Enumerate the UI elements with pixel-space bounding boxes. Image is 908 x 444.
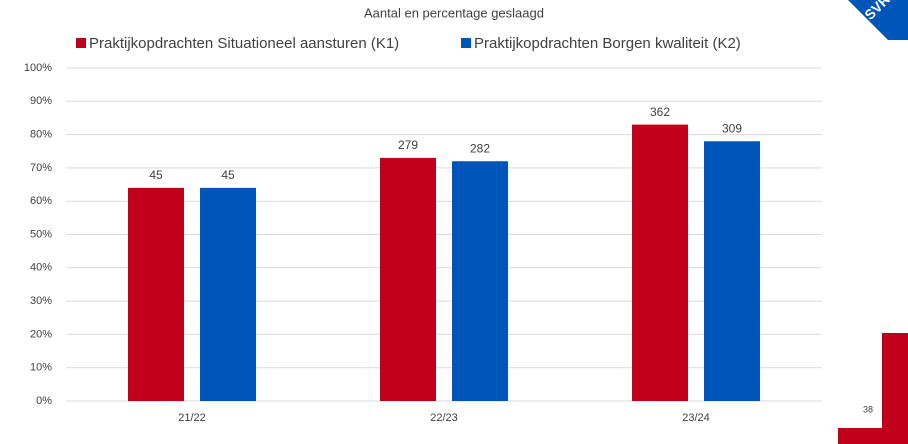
y-tick-label: 50% (30, 228, 52, 240)
bar (128, 187, 184, 401)
logo-shape (848, 0, 908, 40)
x-tick-label: 23/24 (682, 412, 710, 424)
y-tick-label: 100% (24, 62, 52, 74)
y-tick-label: 80% (30, 129, 52, 141)
corner-shape (838, 333, 908, 444)
y-tick-label: 40% (30, 262, 52, 274)
data-label: 45 (149, 168, 163, 182)
legend-label: Praktijkopdrachten Borgen kwaliteit (K2) (474, 35, 741, 52)
data-label: 309 (722, 121, 742, 135)
x-tick-label: 22/23 (430, 412, 458, 424)
logo: SVR (848, 0, 908, 40)
bar (452, 161, 508, 401)
x-tick-label: 21/22 (178, 412, 206, 424)
legend-label: Praktijkopdrachten Situationeel aansture… (89, 35, 399, 52)
y-tick-label: 20% (30, 328, 52, 340)
data-label: 362 (650, 105, 670, 119)
y-tick-label: 0% (36, 395, 52, 407)
bar (380, 157, 436, 401)
data-label: 282 (470, 141, 490, 155)
bar (632, 124, 688, 402)
y-tick-label: 70% (30, 162, 52, 174)
data-label: 279 (398, 138, 418, 152)
legend-swatch (461, 38, 471, 48)
y-tick-label: 30% (30, 295, 52, 307)
data-label: 45 (221, 168, 235, 182)
bar (200, 187, 256, 401)
chart-title: Aantal en percentage geslaagd (364, 5, 544, 20)
y-tick-label: 90% (30, 95, 52, 107)
legend-swatch (76, 38, 86, 48)
y-tick-label: 60% (30, 195, 52, 207)
page-number: 38 (863, 404, 873, 414)
bar (704, 141, 760, 401)
y-tick-label: 10% (30, 362, 52, 374)
